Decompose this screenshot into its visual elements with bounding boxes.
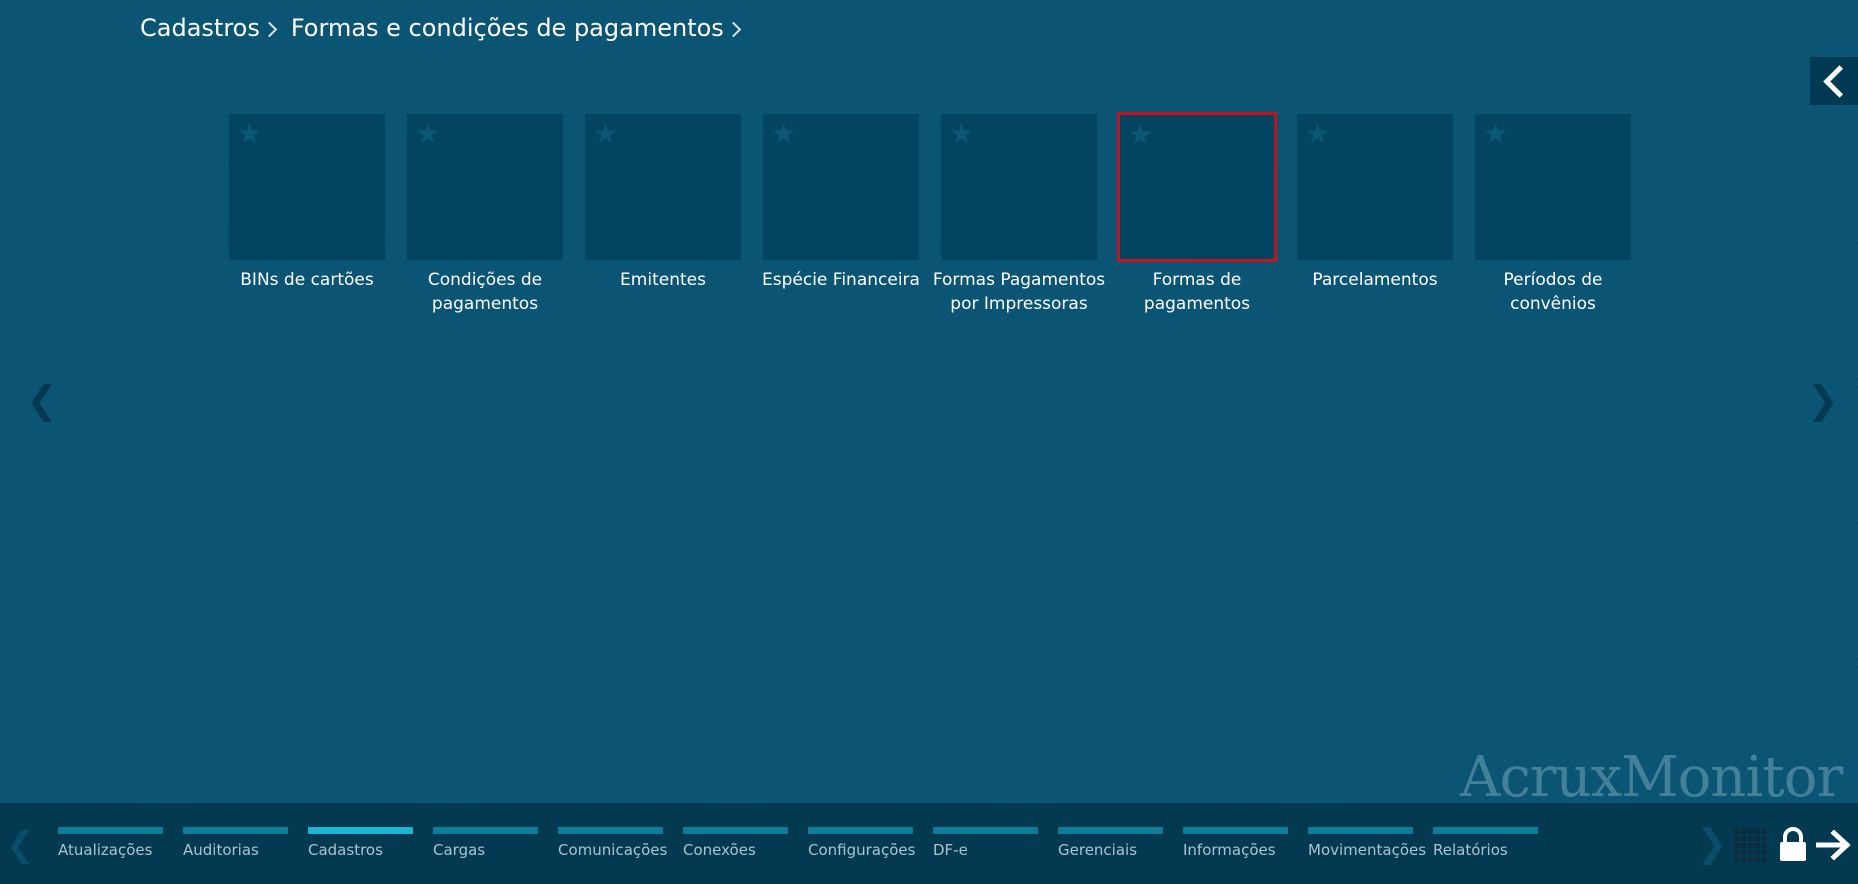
tile-condicoes-de-pagamentos[interactable]: ★ Condições de pagamentos [407, 114, 563, 316]
breadcrumb: Cadastros Formas e condições de pagament… [140, 10, 755, 46]
nav-label: DF-e [933, 841, 968, 859]
tile-box-selected[interactable]: ★ [1117, 112, 1277, 262]
nav-item-cadastros[interactable]: Cadastros [308, 827, 413, 859]
tile-box[interactable]: ★ [763, 114, 919, 260]
nav-label: Atualizações [58, 841, 153, 859]
nav-label: Cargas [433, 841, 486, 859]
nav-indicator [183, 827, 288, 834]
tile-box[interactable]: ★ [229, 114, 385, 260]
acruxmonitor-watermark: AcruxMonitor [1460, 745, 1843, 810]
nav-indicator-active [308, 827, 413, 834]
tile-label: Condições de pagamentos [427, 270, 543, 314]
nav-item-conexoes[interactable]: Conexões [683, 827, 788, 859]
nav-item-auditorias[interactable]: Auditorias [183, 827, 288, 859]
nav-label: Conexões [683, 841, 756, 859]
chevron-right-icon [261, 21, 278, 37]
lock-icon[interactable] [1777, 827, 1809, 863]
bottom-nav-prev-icon[interactable]: ❮ [6, 825, 35, 865]
page-prev-arrow-icon[interactable]: ❮ [26, 378, 58, 422]
nav-item-comunicacoes[interactable]: Comunicações [558, 827, 668, 859]
tile-box[interactable]: ★ [585, 114, 741, 260]
collapse-panel-button[interactable] [1810, 57, 1858, 105]
nav-label: Comunicações [558, 841, 668, 859]
nav-indicator [1183, 827, 1288, 834]
tile-label: Períodos de convênios [1503, 270, 1603, 314]
nav-indicator [433, 827, 538, 834]
tile-parcelamentos[interactable]: ★ Parcelamentos [1297, 114, 1453, 316]
breadcrumb-item-cadastros[interactable]: Cadastros [140, 14, 260, 42]
nav-label: Cadastros [308, 841, 383, 859]
tile-label: Formas de pagamentos [1143, 270, 1251, 314]
tile-label: Formas Pagamentos por Impressoras [932, 270, 1106, 314]
star-icon[interactable]: ★ [771, 117, 797, 150]
star-icon[interactable]: ★ [593, 117, 619, 150]
tile-especie-financeira[interactable]: ★ Espécie Financeira [762, 114, 920, 316]
page-next-arrow-icon[interactable]: ❯ [1807, 378, 1839, 422]
star-icon[interactable]: ★ [1483, 117, 1509, 150]
nav-indicator [58, 827, 163, 834]
star-icon[interactable]: ★ [237, 117, 263, 150]
tile-formas-pagamentos-por-impressoras[interactable]: ★ Formas Pagamentos por Impressoras [933, 114, 1105, 316]
bottom-nav-items: Atualizações Auditorias Cadastros Cargas… [58, 827, 1558, 859]
tile-box[interactable]: ★ [1297, 114, 1453, 260]
nav-indicator [1433, 827, 1538, 834]
breadcrumb-item-current[interactable]: Formas e condições de pagamentos [290, 14, 724, 42]
nav-indicator [933, 827, 1038, 834]
logout-arrow-icon[interactable] [1816, 830, 1852, 860]
nav-label: Gerenciais [1058, 841, 1138, 859]
nav-item-df-e[interactable]: DF-e [933, 827, 1038, 859]
tile-periodos-de-convenios[interactable]: ★ Períodos de convênios [1475, 114, 1631, 316]
star-icon[interactable]: ★ [415, 117, 441, 150]
nav-item-atualizacoes[interactable]: Atualizações [58, 827, 163, 859]
nav-indicator [1058, 827, 1163, 834]
bottom-nav-bar: ❮ Atualizações Auditorias Cadastros Carg… [0, 803, 1858, 884]
tile-box[interactable]: ★ [1475, 114, 1631, 260]
grid-icon[interactable] [1734, 829, 1767, 862]
tile-label: Espécie Financeira [762, 270, 920, 290]
chevron-right-icon [725, 21, 742, 37]
nav-label: Configurações [808, 841, 916, 859]
nav-label: Informações [1183, 841, 1276, 859]
tile-box[interactable]: ★ [407, 114, 563, 260]
nav-label: Relatórios [1433, 841, 1508, 859]
nav-item-configuracoes[interactable]: Configurações [808, 827, 916, 859]
tile-label: Emitentes [620, 270, 706, 290]
tile-label: BINs de cartões [240, 270, 374, 290]
nav-indicator [683, 827, 788, 834]
nav-item-informacoes[interactable]: Informações [1183, 827, 1288, 859]
nav-indicator [558, 827, 663, 834]
nav-label: Auditorias [183, 841, 259, 859]
nav-indicator [808, 827, 913, 834]
tile-grid: ★ BINs de cartões ★ Condições de pagamen… [229, 112, 1653, 316]
nav-label: Movimentações [1308, 841, 1427, 859]
nav-item-cargas[interactable]: Cargas [433, 827, 538, 859]
star-icon[interactable]: ★ [1128, 118, 1154, 151]
tile-bins-de-cartoes[interactable]: ★ BINs de cartões [229, 114, 385, 316]
nav-indicator [1308, 827, 1413, 834]
tile-emitentes[interactable]: ★ Emitentes [585, 114, 741, 316]
tile-formas-de-pagamentos[interactable]: ★ Formas de pagamentos [1117, 112, 1277, 316]
star-icon[interactable]: ★ [949, 117, 975, 150]
star-icon[interactable]: ★ [1305, 117, 1331, 150]
nav-item-gerenciais[interactable]: Gerenciais [1058, 827, 1163, 859]
tile-box[interactable]: ★ [941, 114, 1097, 260]
bottom-nav-next-icon[interactable]: ❯ [1696, 821, 1728, 865]
nav-item-relatorios[interactable]: Relatórios [1433, 827, 1538, 859]
tile-label: Parcelamentos [1312, 270, 1438, 290]
nav-item-movimentacoes[interactable]: Movimentações [1308, 827, 1427, 859]
chevron-left-icon [1822, 64, 1856, 98]
